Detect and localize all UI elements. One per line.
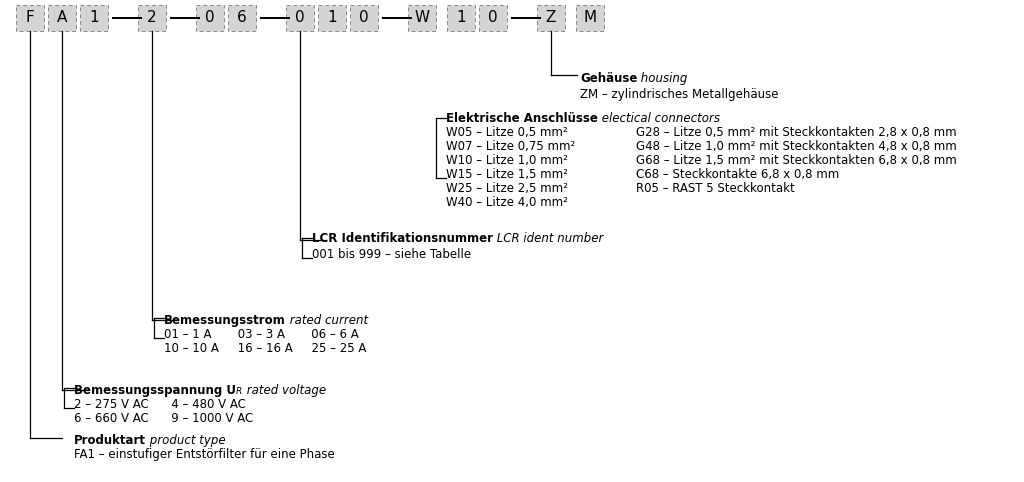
- Text: 01 – 1 A       03 – 3 A       06 – 6 A: 01 – 1 A 03 – 3 A 06 – 6 A: [164, 328, 358, 341]
- Text: Gehäuse: Gehäuse: [580, 72, 637, 85]
- Text: 1: 1: [328, 11, 337, 26]
- FancyBboxPatch shape: [318, 5, 346, 31]
- Text: G28 – Litze 0,5 mm² mit Steckkontakten 2,8 x 0,8 mm: G28 – Litze 0,5 mm² mit Steckkontakten 2…: [636, 126, 956, 139]
- Text: W07 – Litze 0,75 mm²: W07 – Litze 0,75 mm²: [446, 140, 575, 153]
- Text: W15 – Litze 1,5 mm²: W15 – Litze 1,5 mm²: [446, 168, 568, 181]
- FancyBboxPatch shape: [138, 5, 166, 31]
- Text: 6 – 660 V AC      9 – 1000 V AC: 6 – 660 V AC 9 – 1000 V AC: [74, 412, 253, 425]
- Text: G68 – Litze 1,5 mm² mit Steckkontakten 6,8 x 0,8 mm: G68 – Litze 1,5 mm² mit Steckkontakten 6…: [636, 154, 956, 167]
- FancyBboxPatch shape: [196, 5, 224, 31]
- FancyBboxPatch shape: [447, 5, 475, 31]
- Text: Z: Z: [546, 11, 556, 26]
- Text: 1: 1: [456, 11, 466, 26]
- Text: LCR ident number: LCR ident number: [493, 232, 603, 245]
- Text: M: M: [584, 11, 597, 26]
- Text: 0: 0: [295, 11, 305, 26]
- Text: 001 bis 999 – siehe Tabelle: 001 bis 999 – siehe Tabelle: [312, 248, 471, 261]
- Text: Bemessungsstrom: Bemessungsstrom: [164, 314, 286, 327]
- Text: W05 – Litze 0,5 mm²: W05 – Litze 0,5 mm²: [446, 126, 567, 139]
- Text: FA1 – einstufiger Entstörfilter für eine Phase: FA1 – einstufiger Entstörfilter für eine…: [74, 448, 335, 461]
- Text: F: F: [26, 11, 35, 26]
- Text: W40 – Litze 4,0 mm²: W40 – Litze 4,0 mm²: [446, 196, 568, 209]
- FancyBboxPatch shape: [408, 5, 436, 31]
- Text: Produktart: Produktart: [74, 434, 146, 447]
- Text: 0: 0: [488, 11, 498, 26]
- Text: 2 – 275 V AC      4 – 480 V AC: 2 – 275 V AC 4 – 480 V AC: [74, 398, 246, 411]
- Text: rated voltage: rated voltage: [243, 384, 326, 397]
- FancyBboxPatch shape: [479, 5, 507, 31]
- Text: W: W: [415, 11, 429, 26]
- Text: 2: 2: [147, 11, 157, 26]
- Text: electical connectors: electical connectors: [598, 112, 720, 125]
- FancyBboxPatch shape: [48, 5, 76, 31]
- Text: 1: 1: [89, 11, 98, 26]
- FancyBboxPatch shape: [286, 5, 314, 31]
- Text: 6: 6: [238, 11, 247, 26]
- Text: ZM – zylindrisches Metallgehäuse: ZM – zylindrisches Metallgehäuse: [580, 88, 778, 101]
- Text: rated current: rated current: [286, 314, 368, 327]
- Text: Elektrische Anschlüsse: Elektrische Anschlüsse: [446, 112, 598, 125]
- Text: A: A: [56, 11, 68, 26]
- FancyBboxPatch shape: [228, 5, 256, 31]
- Text: 0: 0: [205, 11, 215, 26]
- Text: W10 – Litze 1,0 mm²: W10 – Litze 1,0 mm²: [446, 154, 568, 167]
- Text: W25 – Litze 2,5 mm²: W25 – Litze 2,5 mm²: [446, 182, 568, 195]
- Text: R05 – RAST 5 Steckkontakt: R05 – RAST 5 Steckkontakt: [636, 182, 795, 195]
- Text: R: R: [236, 387, 243, 396]
- FancyBboxPatch shape: [537, 5, 565, 31]
- Text: 0: 0: [359, 11, 369, 26]
- FancyBboxPatch shape: [16, 5, 44, 31]
- Text: housing: housing: [637, 72, 688, 85]
- Text: G48 – Litze 1,0 mm² mit Steckkontakten 4,8 x 0,8 mm: G48 – Litze 1,0 mm² mit Steckkontakten 4…: [636, 140, 956, 153]
- FancyBboxPatch shape: [350, 5, 378, 31]
- FancyBboxPatch shape: [575, 5, 604, 31]
- FancyBboxPatch shape: [80, 5, 108, 31]
- Text: 10 – 10 A     16 – 16 A     25 – 25 A: 10 – 10 A 16 – 16 A 25 – 25 A: [164, 342, 367, 355]
- Text: LCR Identifikationsnummer: LCR Identifikationsnummer: [312, 232, 493, 245]
- Text: C68 – Steckkontakte 6,8 x 0,8 mm: C68 – Steckkontakte 6,8 x 0,8 mm: [636, 168, 840, 181]
- Text: Bemessungsspannung U: Bemessungsspannung U: [74, 384, 236, 397]
- Text: product type: product type: [146, 434, 225, 447]
